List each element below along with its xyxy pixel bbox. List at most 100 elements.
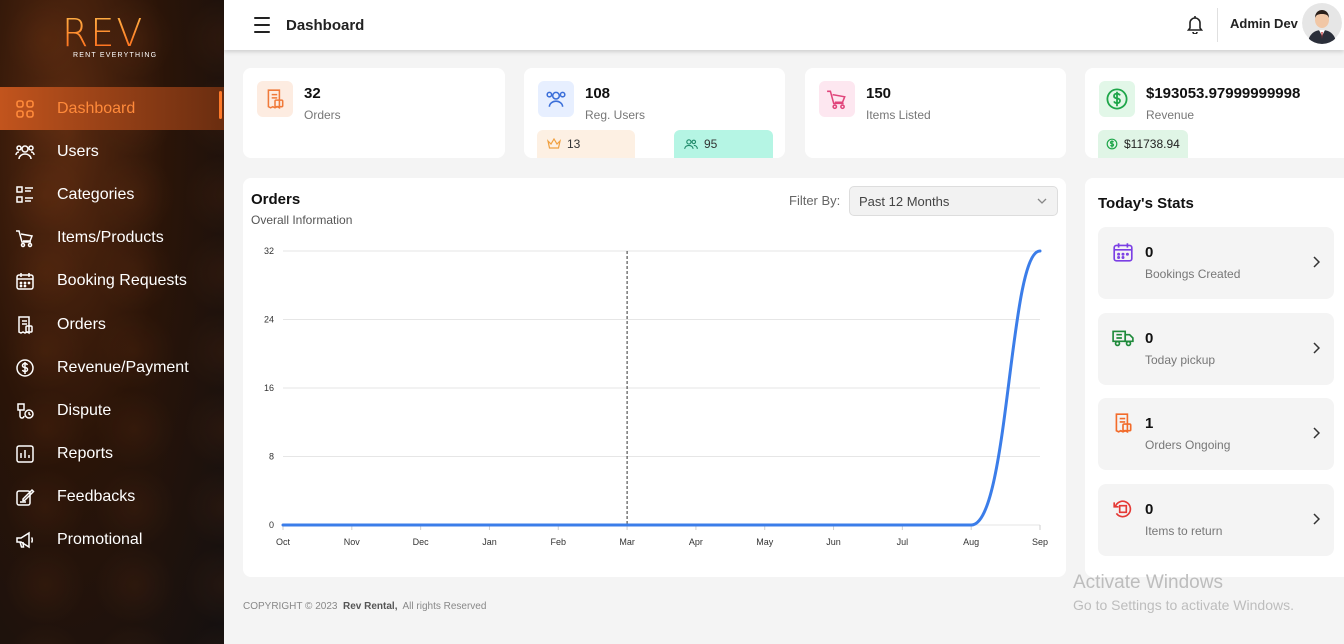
truck-icon [1112,330,1134,347]
sidebar-item-orders[interactable]: Orders [0,303,224,346]
today-item-bookings-created[interactable]: 0 Bookings Created [1098,227,1334,299]
feedback-icon [15,487,35,507]
windows-watermark-subtitle: Go to Settings to activate Windows. [1073,597,1294,613]
orders-chart-card: Orders Overall Information Filter By: Pa… [243,178,1066,577]
x-tick-label: Jul [897,537,909,547]
sidebar-item-label: Promotional [57,531,143,549]
x-tick-label: Aug [963,537,979,547]
filter-value: Past 12 Months [859,193,950,209]
orders-label: Orders [304,108,341,122]
sidebar-nav: Dashboard Users Categories Items/Product… [0,87,224,562]
x-tick-label: Mar [619,537,635,547]
sidebar-item-users[interactable]: Users [0,130,224,173]
x-tick-label: May [756,537,774,547]
items-label: Items Listed [866,108,931,122]
users-count: 108 [585,85,611,102]
x-tick-label: Dec [413,537,430,547]
today-item-pickup[interactable]: 0 Today pickup [1098,313,1334,385]
today-pickup-count: 0 [1145,330,1154,347]
megaphone-icon [15,530,35,550]
today-item-orders-ongoing[interactable]: 1 Orders Ongoing [1098,398,1334,470]
x-tick-label: Feb [551,537,567,547]
sidebar-item-promotional[interactable]: Promotional [0,519,224,562]
orders-count: 32 [304,85,321,102]
calendar-icon [1113,243,1133,262]
sidebar-item-label: Users [57,142,99,160]
sidebar-item-revenue-payment[interactable]: Revenue/Payment [0,346,224,389]
users-icon [15,142,35,162]
today-item-items-to-return[interactable]: 0 Items to return [1098,484,1334,556]
chevron-right-icon [1313,513,1320,525]
sidebar-item-reports[interactable]: Reports [0,433,224,476]
chevron-right-icon [1313,427,1320,439]
dollar-icon [15,358,35,378]
y-tick-label: 32 [264,246,274,256]
orders-line-chart[interactable]: 0 8 16 24 32 Oct Nov Dec Jan Feb Mar Apr May Jun Jul Au… [243,178,1066,577]
x-tick-label: Nov [344,537,361,547]
revenue-amount: $193053.97999999998 [1146,85,1301,102]
users-icon [538,81,574,117]
chart-title: Orders [251,191,301,208]
bookings-created-label: Bookings Created [1145,267,1241,281]
items-to-return-label: Items to return [1145,524,1223,538]
footer-suffix: All rights Reserved [402,601,487,612]
chart-subtitle: Overall Information [251,213,353,227]
y-tick-label: 8 [269,452,274,462]
sidebar-item-label: Items/Products [57,229,164,247]
x-tick-label: Apr [689,537,703,547]
cart-icon [15,228,35,248]
sidebar-item-booking-requests[interactable]: Booking Requests [0,260,224,303]
stat-card-orders[interactable]: 32 Orders [243,68,505,158]
sidebar-item-dispute[interactable]: Dispute [0,389,224,432]
avatar[interactable] [1302,2,1342,44]
list-icon [15,185,35,205]
chevron-right-icon [1313,342,1320,354]
stat-card-revenue[interactable]: $193053.97999999998 Revenue $11738.94 [1085,68,1344,158]
top-header: Dashboard Admin Dev [224,0,1344,50]
x-tick-label: Sep [1032,537,1048,547]
sidebar-item-feedbacks[interactable]: Feedbacks [0,476,224,519]
x-tick-label: Jun [826,537,841,547]
y-tick-label: 0 [269,520,274,530]
premium-users-chip[interactable]: 13 [537,130,635,158]
today-pickup-label: Today pickup [1145,353,1216,367]
sidebar-item-categories[interactable]: Categories [0,173,224,216]
sidebar-item-label: Dashboard [57,99,136,117]
report-icon [15,444,35,464]
sidebar-item-items-products[interactable]: Items/Products [0,217,224,260]
sidebar: REV RENT EVERYTHING Dashboard Users Cate… [0,0,224,644]
y-tick-label: 16 [264,383,274,393]
group-users-chip[interactable]: 95 [674,130,773,158]
items-count: 150 [866,85,892,102]
notification-bell-icon[interactable] [1186,14,1204,35]
stat-card-users[interactable]: 108 Reg. Users 13 95 [524,68,785,158]
menu-toggle-icon[interactable] [254,17,270,33]
grid-icon [15,99,35,119]
sidebar-item-dashboard[interactable]: Dashboard [0,87,224,131]
revenue-chip[interactable]: $11738.94 [1098,130,1188,158]
user-name[interactable]: Admin Dev [1230,16,1298,31]
page-title: Dashboard [286,16,365,34]
filter-select[interactable]: Past 12 Months [849,186,1058,216]
todays-stats-card: Today's Stats 0 Bookings Created 0 Today… [1085,178,1344,577]
chevron-right-icon [1313,256,1320,268]
header-divider [1217,8,1218,42]
rev-logo[interactable]: REV RENT EVERYTHING [62,14,162,62]
logo-text: REV [62,14,162,52]
receipt-icon [1115,413,1132,434]
return-icon [1113,500,1132,518]
bookings-created-count: 0 [1145,244,1154,261]
calendar-icon [15,271,35,291]
x-tick-label: Jan [482,537,497,547]
sidebar-item-label: Orders [57,315,106,333]
todays-stats-title: Today's Stats [1098,195,1194,212]
y-tick-label: 24 [264,315,274,325]
footer-prefix: COPYRIGHT © 2023 [243,601,338,612]
sidebar-item-label: Reports [57,445,114,463]
stat-card-items[interactable]: 150 Items Listed [805,68,1066,158]
group-users-count: 95 [704,137,718,151]
sidebar-item-label: Dispute [57,401,112,419]
orders-ongoing-label: Orders Ongoing [1145,438,1231,452]
logo-tagline: RENT EVERYTHING [73,52,158,59]
chevron-down-icon [1037,198,1047,204]
